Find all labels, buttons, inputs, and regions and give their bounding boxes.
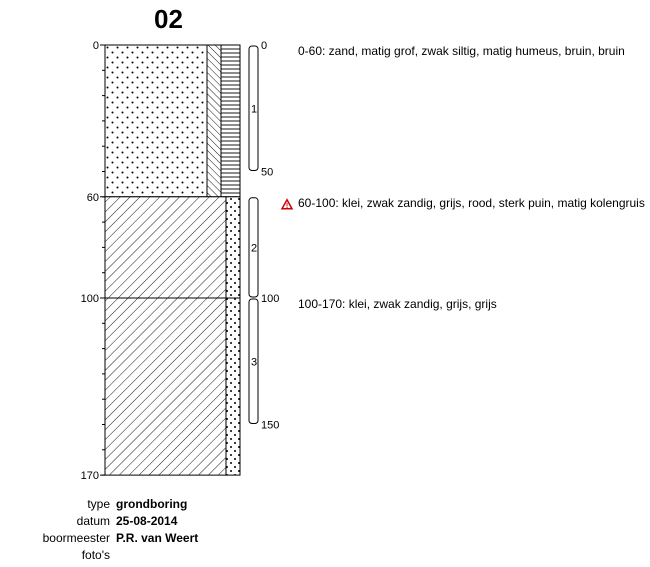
type-value: grondboring <box>116 497 188 511</box>
date-value: 25-08-2014 <box>116 514 178 528</box>
sample-tube <box>248 197 259 298</box>
warning-triangle-icon: ! <box>280 198 294 210</box>
warning-exclamation: ! <box>286 203 288 210</box>
sample-tube <box>248 298 259 424</box>
layer-description: 0-60: zand, matig grof, zwak siltig, mat… <box>298 44 625 58</box>
sample-number: 2 <box>251 242 257 254</box>
date-label: datum <box>76 514 110 528</box>
sample-top-depth: 0 <box>261 40 267 52</box>
layer-sand-column <box>225 196 241 299</box>
depth-tick-label: 100 <box>81 293 99 305</box>
photo-label: foto's <box>81 548 110 562</box>
depth-tick-label: 60 <box>87 192 99 204</box>
layer-main-lithology <box>104 44 208 198</box>
layer-structure-column <box>220 44 241 198</box>
depth-tick-label: 170 <box>81 470 99 482</box>
driller-value: P.R. van Weert <box>116 531 199 545</box>
driller-label: boormeester <box>42 531 110 545</box>
layer-description: 100-170: klei, zwak zandig, grijs, grijs <box>298 297 497 311</box>
type-label: type <box>87 497 110 511</box>
depth-tick-label: 0 <box>93 40 99 52</box>
layer-sand-column <box>225 297 241 476</box>
layer-main-lithology <box>104 297 227 476</box>
layer-humus-column <box>206 44 222 198</box>
sample-bottom-depth: 50 <box>261 167 273 179</box>
sample-number: 3 <box>251 356 257 368</box>
layer-main-lithology <box>104 196 227 299</box>
layer-description: 60-100: klei, zwak zandig, grijs, rood, … <box>298 195 645 210</box>
sample-top-depth: 100 <box>261 293 279 305</box>
sample-bottom-depth: 150 <box>261 420 279 432</box>
sample-number: 1 <box>251 103 257 115</box>
warning-triangle-shape <box>280 198 294 210</box>
sample-tube <box>248 45 259 171</box>
boring-title: 02 <box>154 4 183 34</box>
